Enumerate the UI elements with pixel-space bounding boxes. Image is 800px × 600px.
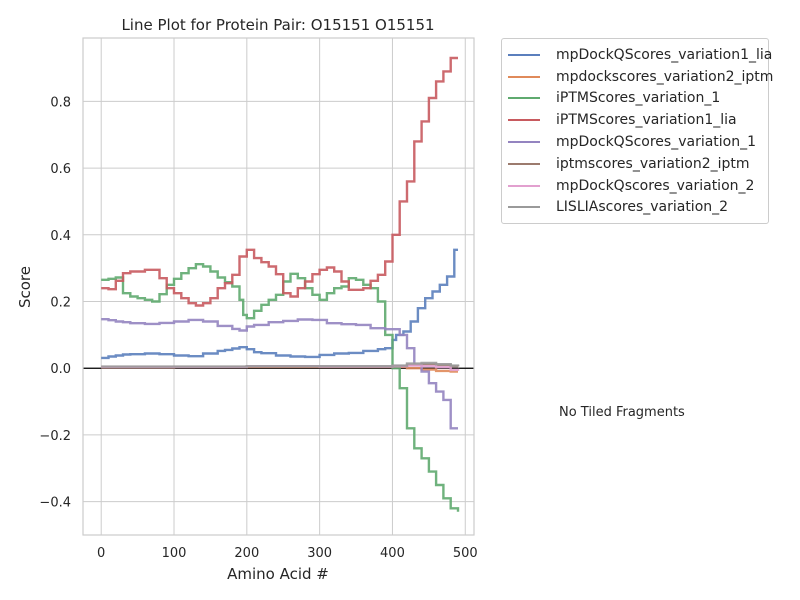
legend-item: mpDockQscores_variation_2: [502, 175, 768, 197]
legend-swatch: [508, 97, 540, 100]
y-tick-label: −0.4: [39, 496, 71, 511]
y-tick-label: 0.4: [50, 229, 71, 244]
legend-label: mpdockscores_variation2_iptm: [556, 68, 774, 85]
y-axis-label: Score: [16, 266, 34, 308]
legend-item: mpdockscores_variation2_iptm: [502, 66, 773, 88]
legend-label: LISLIAscores_variation_2: [556, 199, 729, 216]
series-line-2: [101, 263, 460, 512]
legend-item: mpDockQScores_variation1_lia: [502, 44, 772, 66]
legend-label: iPTMScores_variation_1: [556, 90, 721, 107]
y-tick-label: 0.8: [50, 95, 71, 110]
legend-label: mpDockQscores_variation_2: [556, 177, 755, 194]
legend-item: iptmscores_variation2_iptm: [502, 153, 768, 175]
x-tick-label: 0: [97, 546, 105, 561]
series-line-3: [101, 56, 458, 307]
x-tick-label: 100: [162, 546, 187, 561]
legend-label: iptmscores_variation2_iptm: [556, 155, 750, 172]
grid: [83, 38, 474, 535]
y-tick-label: 0.6: [50, 162, 71, 177]
y-tick-label: −0.2: [39, 429, 71, 444]
legend-label: mpDockQScores_variation1_lia: [556, 46, 773, 63]
legend-item: iPTMScores_variation_1: [502, 88, 768, 110]
x-tick-label: 200: [234, 546, 259, 561]
legend-swatch: [508, 53, 540, 56]
chart-title: Line Plot for Protein Pair: O15151 O1515…: [121, 16, 434, 34]
legend-swatch: [508, 119, 540, 122]
no-fragments-annotation: No Tiled Fragments: [559, 405, 685, 420]
series-line-7: [101, 361, 460, 368]
x-tick-label: 400: [380, 546, 405, 561]
legend-item: iPTMScores_variation1_lia: [502, 109, 768, 131]
legend-item: mpDockQScores_variation_1: [502, 131, 768, 153]
y-tick-label: 0.2: [50, 296, 71, 311]
y-tick-label: 0.0: [50, 362, 71, 377]
legend-label: iPTMScores_variation1_lia: [556, 112, 737, 129]
legend-swatch: [508, 206, 540, 209]
legend-swatch: [508, 141, 540, 144]
legend: mpDockQScores_variation1_lia mpdockscores…: [501, 38, 773, 224]
legend-item: LISLIAscores_variation_2: [502, 197, 768, 219]
legend-swatch: [508, 184, 540, 187]
x-axis-label: Amino Acid #: [227, 565, 329, 583]
series-line-0: [101, 248, 458, 360]
series-line-4: [101, 318, 458, 430]
legend-swatch: [508, 75, 540, 78]
series-layer: [101, 56, 460, 512]
x-tick-label: 500: [453, 546, 478, 561]
x-tick-label: 300: [307, 546, 332, 561]
legend-swatch: [508, 162, 540, 165]
legend-label: mpDockQScores_variation_1: [556, 134, 757, 151]
tick-labels: 0 100 200 300 400 500 −0.4 −0.2 0.0 0.2 0.4 0.6 0.8: [39, 95, 477, 561]
plot-frame: [82, 37, 475, 536]
